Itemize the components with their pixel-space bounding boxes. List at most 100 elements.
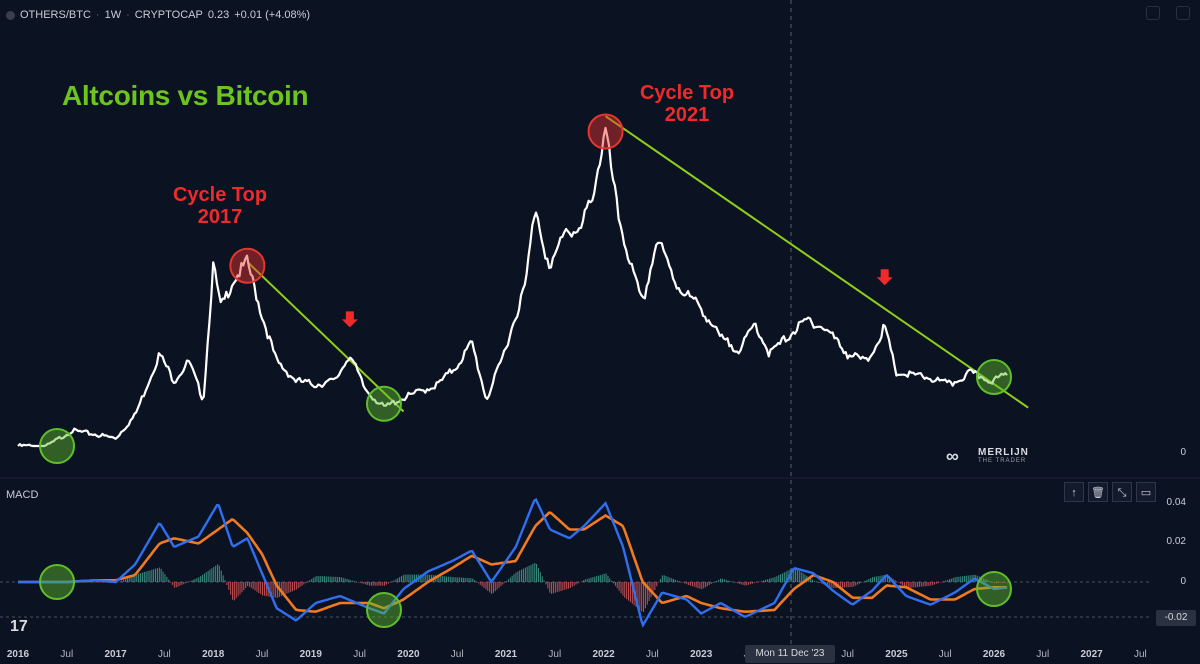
- histogram-bar: [171, 582, 173, 585]
- histogram-bar: [188, 581, 190, 582]
- histogram-bar: [342, 577, 344, 582]
- histogram-bar: [395, 579, 397, 582]
- macd-label[interactable]: MACD: [6, 489, 39, 501]
- histogram-bar: [720, 578, 722, 582]
- histogram-bar: [369, 582, 371, 586]
- histogram-bar: [646, 582, 648, 605]
- histogram-bar: [243, 582, 245, 591]
- camera-icon[interactable]: [1146, 6, 1160, 20]
- macd-axis-tick: 0.04: [1166, 497, 1186, 508]
- histogram-bar: [297, 582, 299, 589]
- time-axis-tick: 2026: [982, 649, 1006, 660]
- collapse-button[interactable]: ⤡: [1112, 482, 1132, 502]
- histogram-bar: [577, 582, 579, 584]
- histogram-bar: [620, 582, 622, 594]
- histogram-bar: [310, 579, 312, 582]
- time-axis-tick: 2022: [592, 649, 615, 660]
- histogram-bar: [733, 582, 735, 583]
- histogram-bar: [367, 582, 369, 585]
- histogram-bar: [693, 582, 695, 587]
- fullscreen-icon[interactable]: [1176, 6, 1190, 20]
- annotation-line: Cycle Top: [172, 184, 268, 206]
- histogram-bar: [530, 564, 532, 582]
- histogram-bar: [862, 581, 864, 583]
- histogram-bar: [714, 581, 716, 583]
- cycle-top-marker-2017: [229, 247, 266, 284]
- time-axis-tick: Jul: [548, 649, 562, 660]
- histogram-bar: [213, 567, 215, 582]
- interval[interactable]: 1W: [104, 9, 122, 21]
- tradingview-logo-icon[interactable]: 17: [10, 618, 28, 635]
- time-axis-tick: 2017: [104, 649, 127, 660]
- histogram-bar: [382, 582, 384, 586]
- histogram-bar: [494, 582, 496, 592]
- histogram-bar: [149, 570, 151, 582]
- histogram-bar: [718, 579, 720, 582]
- histogram-bar: [659, 579, 661, 582]
- histogram-bar: [528, 565, 530, 582]
- histogram-bar: [354, 581, 356, 582]
- delete-button[interactable]: 🗑: [1088, 482, 1108, 502]
- histogram-bar: [751, 582, 753, 584]
- histogram-bar: [583, 580, 585, 582]
- histogram-bar: [688, 582, 690, 585]
- histogram-bar: [849, 582, 851, 588]
- histogram-bar: [628, 582, 630, 601]
- histogram-bar: [613, 582, 615, 584]
- histogram-bar: [821, 582, 823, 584]
- histogram-bar: [153, 569, 155, 582]
- histogram-bar: [571, 582, 573, 587]
- histogram-bar: [735, 582, 737, 583]
- histogram-bar: [329, 576, 331, 582]
- histogram-bar: [922, 582, 924, 587]
- histogram-bar: [322, 576, 324, 582]
- histogram-bar: [740, 582, 742, 585]
- symbol-header[interactable]: OTHERS/BTC · 1W · CRYPTOCAP 0.23 +0.01 (…: [6, 7, 310, 23]
- histogram-bar: [166, 576, 168, 582]
- histogram-bar: [671, 578, 673, 582]
- histogram-bar: [173, 582, 175, 588]
- histogram-bar: [156, 568, 158, 582]
- histogram-bar: [534, 563, 536, 582]
- histogram-bar: [699, 582, 701, 589]
- histogram-bar: [958, 576, 960, 582]
- histogram-bar: [312, 577, 314, 582]
- histogram-bar: [804, 574, 806, 582]
- symbol-icon: [6, 10, 15, 20]
- histogram-bar: [397, 578, 399, 582]
- histogram-bar: [168, 579, 170, 582]
- histogram-bar: [502, 582, 504, 585]
- histogram-bar: [400, 576, 402, 582]
- symbol-name[interactable]: OTHERS/BTC: [20, 9, 91, 21]
- histogram-bar: [796, 569, 798, 582]
- histogram-bar: [292, 582, 294, 592]
- histogram-bar: [102, 582, 104, 583]
- histogram-bar: [703, 582, 705, 589]
- histogram-bar: [994, 582, 996, 584]
- maximize-button[interactable]: ▭: [1136, 482, 1156, 502]
- histogram-bar: [536, 564, 538, 582]
- histogram-bar: [286, 582, 288, 594]
- histogram-bar: [830, 582, 832, 588]
- histogram-bar: [772, 577, 774, 582]
- histogram-bar: [872, 577, 874, 582]
- histogram-bar: [727, 580, 729, 582]
- histogram-bar: [203, 573, 205, 582]
- histogram-bar: [575, 582, 577, 585]
- down-arrow-icon: [341, 311, 358, 328]
- histogram-bar: [241, 582, 243, 593]
- histogram-bar: [532, 563, 534, 582]
- histogram-bar: [695, 582, 697, 588]
- histogram-bar: [282, 582, 284, 596]
- histogram-bar: [476, 581, 478, 583]
- histogram-bar: [900, 582, 902, 584]
- histogram-bar: [842, 582, 844, 588]
- chart-title: Altcoins vs Bitcoin: [62, 80, 309, 111]
- move-up-button[interactable]: ↑: [1064, 482, 1084, 502]
- histogram-bar: [378, 582, 380, 586]
- histogram-bar: [359, 582, 361, 583]
- histogram-bar: [128, 577, 130, 582]
- histogram-bar: [215, 565, 217, 582]
- histogram-bar: [611, 580, 613, 582]
